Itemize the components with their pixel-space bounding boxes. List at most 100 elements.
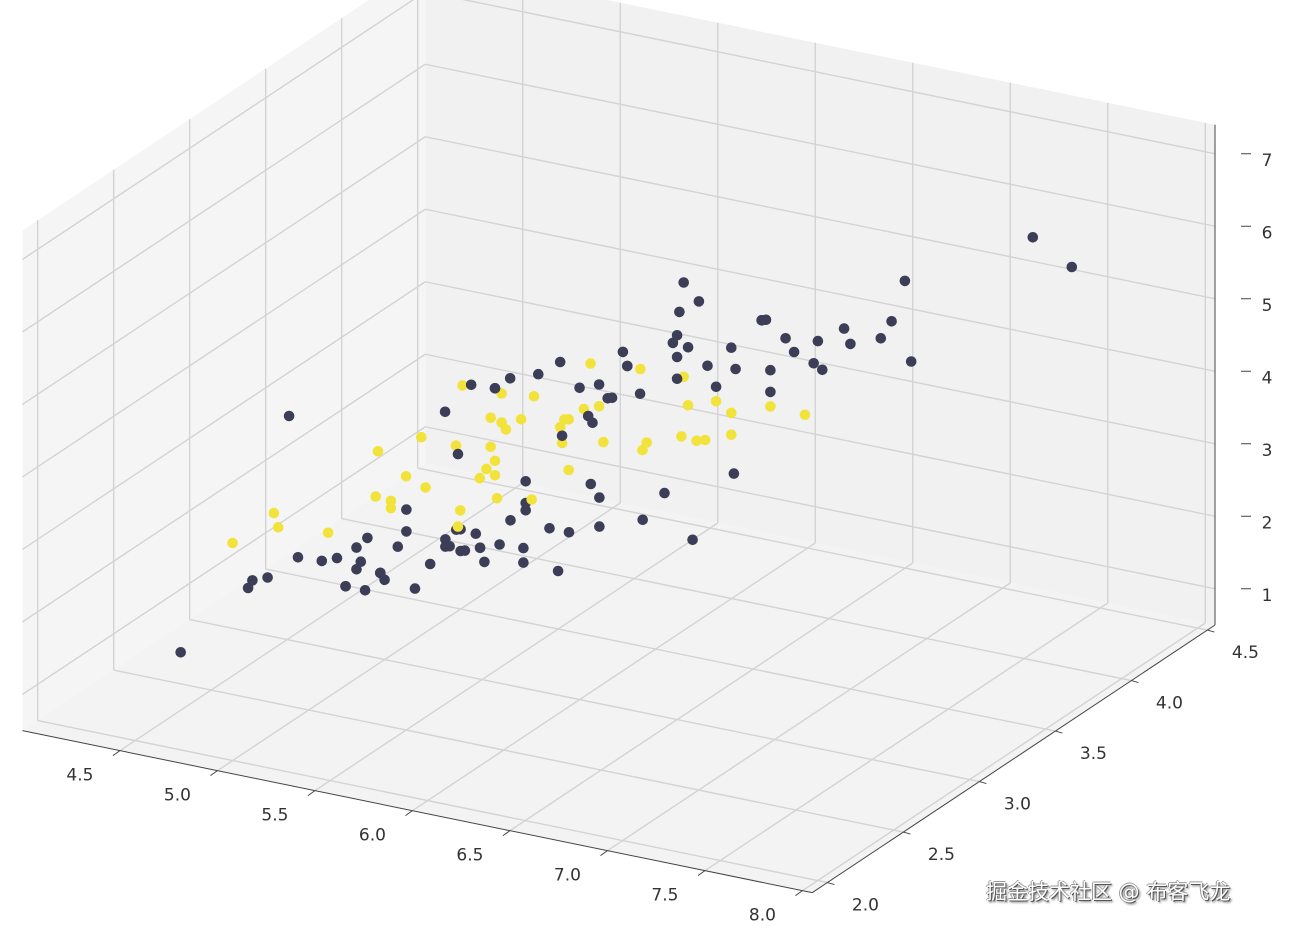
data-point-class-0 <box>765 364 776 376</box>
data-point-class-1 <box>455 505 466 516</box>
data-point-class-0 <box>693 296 705 307</box>
data-point-class-1 <box>450 440 462 451</box>
data-point-class-0 <box>730 363 741 375</box>
z-tick-label: 2 <box>1262 513 1273 533</box>
data-point-class-0 <box>671 373 683 385</box>
data-point-class-0 <box>728 468 740 479</box>
data-point-class-0 <box>247 575 258 586</box>
data-point-class-1 <box>420 482 431 493</box>
gridline-z-left <box>22 281 426 550</box>
gridline-y-floor <box>113 669 904 833</box>
y-tick-mark <box>979 781 987 785</box>
data-point-class-0 <box>465 379 477 391</box>
gridline-y-floor <box>341 517 1132 682</box>
z-tick-label: 6 <box>1262 223 1273 243</box>
gridline-z-back <box>461 0 1216 155</box>
data-point-class-1 <box>400 471 412 482</box>
gridline-z-back <box>425 136 1216 300</box>
data-point-class-0 <box>554 356 566 368</box>
gridline-y-floor <box>265 568 1056 732</box>
data-point-class-0 <box>622 360 633 372</box>
data-point-class-0 <box>780 333 791 344</box>
gridline-z-left <box>22 136 426 405</box>
y-tick-mark <box>827 882 835 886</box>
data-point-class-0 <box>845 338 856 350</box>
data-point-class-0 <box>587 417 598 429</box>
data-point-class-0 <box>594 492 605 503</box>
data-point-class-1 <box>485 441 497 453</box>
gridline-x-floor <box>412 542 816 812</box>
gridline-y-floor <box>417 467 1208 631</box>
data-point-class-0 <box>362 532 373 544</box>
gridline-z-back <box>425 426 1216 590</box>
data-point-class-0 <box>659 487 670 499</box>
data-point-class-0 <box>479 556 490 568</box>
data-point-class-0 <box>351 542 362 553</box>
gridline-y-floor <box>189 618 980 783</box>
data-point-class-0 <box>899 275 911 287</box>
data-point-class-0 <box>634 388 646 400</box>
data-point-class-0 <box>409 583 421 594</box>
data-point-class-0 <box>340 581 351 592</box>
y-tick-label: 3.5 <box>1080 744 1107 764</box>
data-point-class-0 <box>687 534 698 546</box>
data-point-class-0 <box>316 555 328 567</box>
data-point-class-1 <box>691 435 702 447</box>
data-point-class-0 <box>671 351 683 363</box>
data-point-class-0 <box>331 552 343 564</box>
y-tick-mark <box>1131 680 1139 684</box>
data-point-class-0 <box>518 557 529 568</box>
x-tick-mark <box>210 770 218 777</box>
gridline-x-floor <box>607 582 1011 852</box>
data-point-class-0 <box>765 386 776 398</box>
x-tick-mark <box>697 870 706 877</box>
z-tick-label: 4 <box>1262 368 1273 388</box>
data-point-class-1 <box>370 491 382 502</box>
x-tick-label: 6.5 <box>456 846 483 866</box>
data-point-class-0 <box>355 556 367 567</box>
data-point-class-1 <box>765 401 776 412</box>
data-point-class-1 <box>416 431 427 443</box>
data-point-class-1 <box>272 522 284 533</box>
data-point-class-0 <box>886 316 897 327</box>
z-axis-ticks: 1 2 3 4 5 6 7 <box>1241 151 1272 606</box>
data-point-class-0 <box>520 505 531 516</box>
data-point-class-1 <box>457 380 468 391</box>
gridline-x-floor <box>704 602 1109 872</box>
data-point-class-1 <box>528 391 540 402</box>
data-point-class-0 <box>518 542 529 554</box>
gridline-y-floor <box>37 719 828 884</box>
y-axis-ticks: 2.0 2.5 3.0 3.5 4.0 4.5 <box>827 629 1259 916</box>
data-point-class-1 <box>268 507 280 519</box>
data-point-class-1 <box>676 431 687 442</box>
data-point-class-0 <box>817 364 828 376</box>
data-point-class-0 <box>563 527 575 538</box>
data-point-class-0 <box>808 358 819 369</box>
x-tick-label: 6.0 <box>359 826 386 846</box>
data-point-class-1 <box>515 414 527 425</box>
data-point-class-0 <box>838 323 850 334</box>
data-point-class-0 <box>788 346 800 358</box>
axis-lines <box>22 124 1216 894</box>
x-tick-mark <box>795 890 803 897</box>
x-tick-mark <box>502 830 511 837</box>
data-point-class-1 <box>481 463 492 475</box>
gridline-z-left <box>22 0 415 260</box>
z-tick-label: 5 <box>1262 296 1273 316</box>
data-point-class-1 <box>491 493 503 504</box>
y-tick-label: 2.5 <box>928 845 955 865</box>
data-point-class-1 <box>799 409 811 421</box>
data-point-class-1 <box>635 363 646 375</box>
gridline-x-floor <box>509 562 914 832</box>
gridline-x-floor <box>314 522 719 792</box>
data-point-class-1 <box>485 412 497 424</box>
data-point-class-0 <box>262 572 273 583</box>
x-tick-label: 7.5 <box>651 886 678 906</box>
data-point-class-0 <box>401 526 412 537</box>
data-point-class-0 <box>556 430 568 442</box>
data-point-class-1 <box>598 436 609 448</box>
data-point-class-1 <box>489 470 501 481</box>
data-point-class-1 <box>452 521 464 532</box>
data-point-class-1 <box>585 358 596 369</box>
